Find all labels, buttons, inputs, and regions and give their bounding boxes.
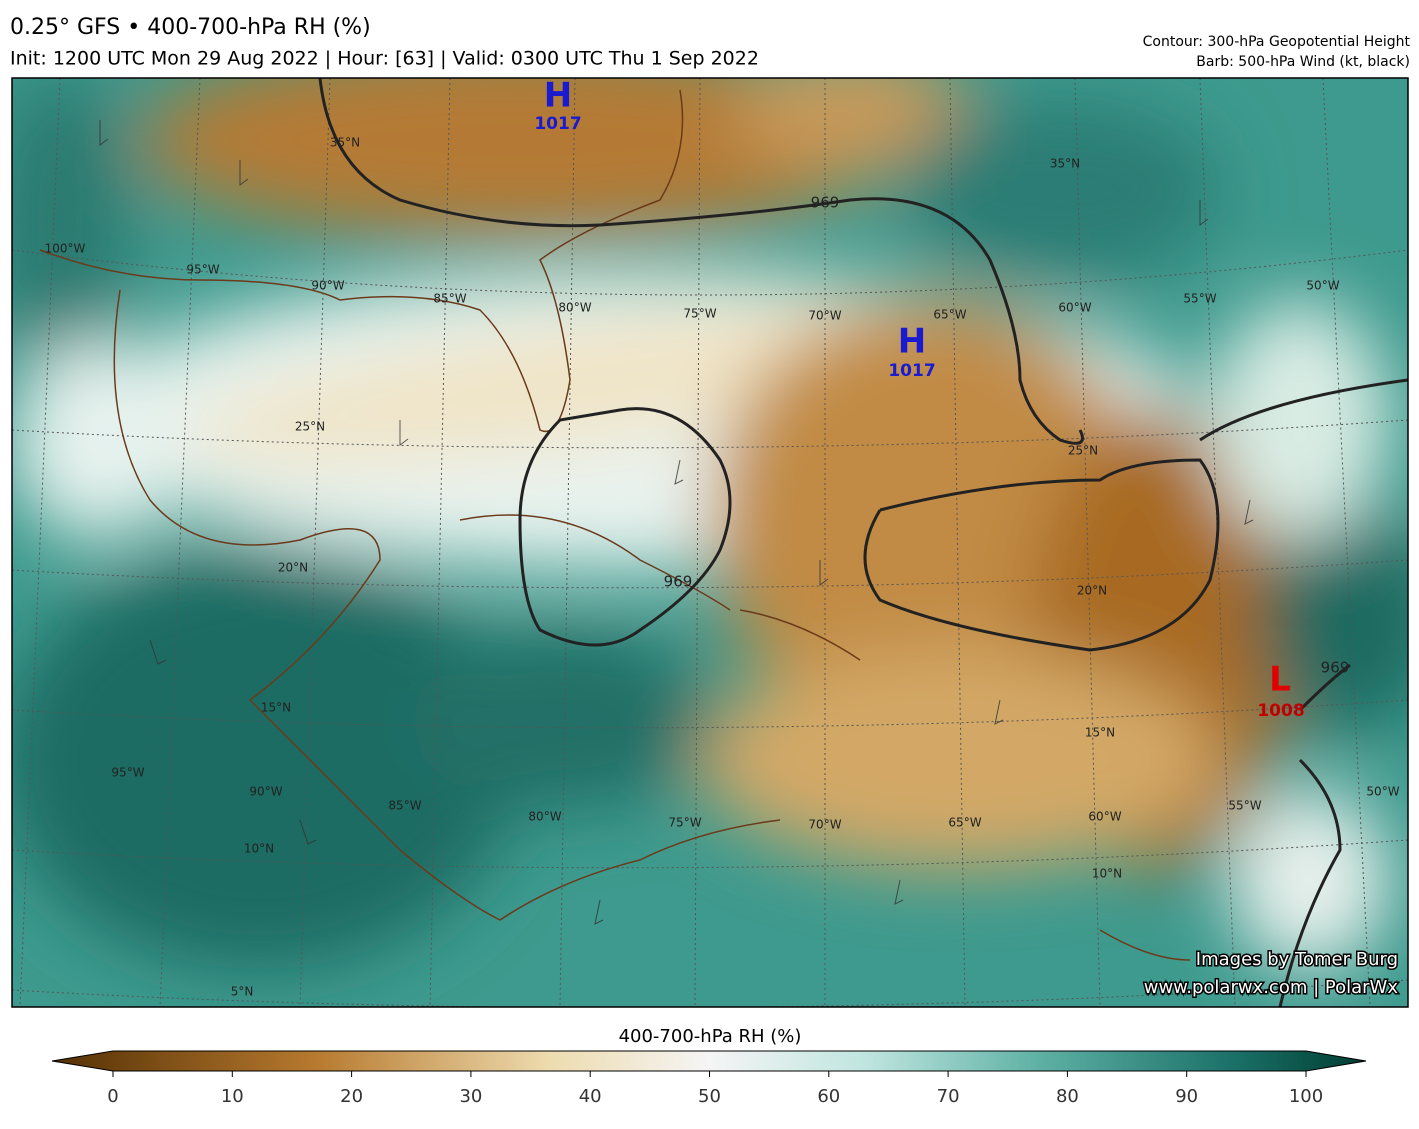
graticule-label: 100°W: [45, 242, 86, 256]
colorbar-tick-label: 10: [221, 1086, 244, 1107]
graticule-label: 65°W: [933, 308, 966, 322]
colorbar-tick-label: 90: [1175, 1086, 1198, 1107]
graticule-label: 65°W: [948, 816, 981, 830]
credit: Images by Tomer Burg: [1196, 949, 1398, 970]
graticule-label: 95°W: [186, 263, 219, 277]
graticule-label: 60°W: [1088, 810, 1121, 824]
graticule-label: 70°W: [808, 309, 841, 323]
subtitle: Init: 1200 UTC Mon 29 Aug 2022 | Hour: […: [10, 48, 759, 70]
title: 0.25° GFS • 400-700-hPa RH (%): [10, 15, 371, 40]
colorbar-tick-label: 80: [1056, 1086, 1079, 1107]
colorbar-tick-label: 60: [817, 1086, 840, 1107]
colorbar-tick-label: 40: [579, 1086, 602, 1107]
low-value: 1008: [1257, 701, 1304, 721]
graticule-label: 25°N: [295, 420, 325, 434]
graticule-label: 85°W: [388, 799, 421, 813]
low-letter: L: [1269, 660, 1291, 700]
graticule-label: 35°N: [1050, 157, 1080, 171]
colorbar-tick-label: 30: [459, 1086, 482, 1107]
barb-note: Barb: 500-hPa Wind (kt, black): [1196, 54, 1410, 70]
graticule-label: 50°W: [1366, 785, 1399, 799]
high-letter: H: [544, 76, 572, 116]
graticule-label: 90°W: [311, 279, 344, 293]
colorbar: [51, 1050, 1367, 1072]
graticule-label: 35°N: [330, 136, 360, 150]
graticule-label: 10°N: [1092, 867, 1122, 881]
contour-label: 969: [811, 194, 840, 212]
colorbar-tick-label: 0: [107, 1086, 118, 1107]
graticule-label: 55°W: [1183, 292, 1216, 306]
contour-label: 969: [664, 573, 693, 591]
website: www.polarwx.com | PolarWx: [1144, 977, 1399, 998]
graticule-label: 50°W: [1306, 279, 1339, 293]
high-letter: H: [898, 322, 926, 362]
graticule-label: 80°W: [528, 810, 561, 824]
graticule-label: 75°W: [683, 307, 716, 321]
graticule-label: 20°N: [1077, 584, 1107, 598]
graticule-label: 95°W: [111, 766, 144, 780]
graticule-label: 15°N: [1085, 726, 1115, 740]
graticule-label: 55°W: [1228, 799, 1261, 813]
map-frame: [11, 77, 1409, 1008]
graticule-label: 90°W: [249, 785, 282, 799]
graticule-label: 85°W: [433, 292, 466, 306]
high-value: 1017: [534, 114, 581, 134]
colorbar-tick-label: 100: [1289, 1086, 1323, 1107]
colorbar-tick-label: 20: [340, 1086, 363, 1107]
graticule-label: 80°W: [558, 301, 591, 315]
graticule-label: 10°N: [244, 842, 274, 856]
graticule-label: 25°N: [1068, 444, 1098, 458]
colorbar-tick-label: 50: [698, 1086, 721, 1107]
contour-note: Contour: 300-hPa Geopotential Height: [1143, 34, 1411, 50]
graticule-label: 20°N: [278, 561, 308, 575]
map-area: [12, 78, 1408, 1007]
graticule-label: 70°W: [808, 818, 841, 832]
high-value: 1017: [888, 361, 935, 381]
graticule-label: 5°N: [231, 985, 254, 999]
graticule-label: 60°W: [1058, 301, 1091, 315]
colorbar-tick-label: 70: [937, 1086, 960, 1107]
graticule-label: 15°N: [261, 701, 291, 715]
graticule-label: 75°W: [668, 816, 701, 830]
colorbar-title: 400-700-hPa RH (%): [619, 1026, 802, 1047]
contour-label: 969: [1321, 659, 1350, 677]
